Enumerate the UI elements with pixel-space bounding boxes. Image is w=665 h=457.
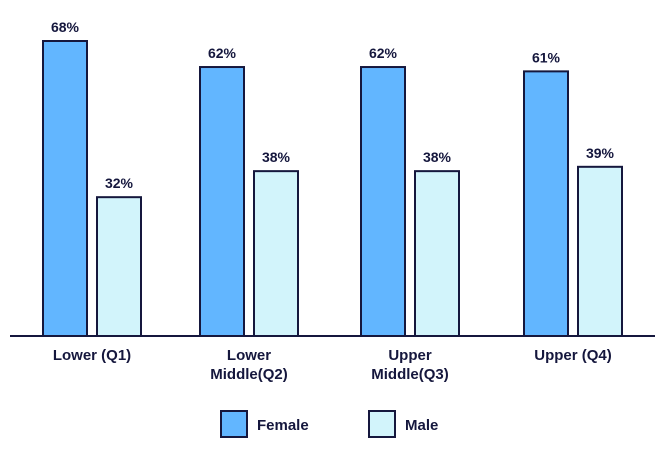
- legend-label-female: Female: [257, 417, 309, 434]
- value-label-male-1: 32%: [105, 175, 134, 191]
- legend-swatch-male: [368, 410, 396, 438]
- bar-female-3: [360, 66, 406, 337]
- bar-male-4: [577, 165, 623, 337]
- bar-male-1: [96, 196, 142, 337]
- legend-swatch-female: [220, 410, 248, 438]
- value-label-female-1: 68%: [51, 19, 80, 35]
- bar-female-1: [42, 40, 88, 337]
- category-label-1: Lower (Q1): [53, 347, 131, 364]
- value-labels-layer: 68% 32% 62% 38% 62% 38% 61% 39%: [51, 19, 615, 191]
- bars-layer: [42, 40, 623, 337]
- bar-female-4: [523, 70, 569, 337]
- bar-female-2: [199, 66, 245, 337]
- bar-male-3: [414, 170, 460, 337]
- value-label-male-4: 39%: [586, 145, 615, 161]
- category-labels-layer: Lower (Q1) Lower Middle(Q2) Upper Middle(Q3)…: [53, 347, 612, 383]
- value-label-male-2: 38%: [262, 149, 291, 165]
- category-label-4: Upper (Q4): [534, 347, 612, 364]
- value-label-male-3: 38%: [423, 149, 452, 165]
- legend: Female Male: [220, 410, 438, 438]
- category-label-3: Upper Middle(Q3): [371, 347, 449, 383]
- value-label-female-2: 62%: [208, 45, 237, 61]
- value-label-female-3: 62%: [369, 45, 398, 61]
- bar-male-2: [253, 170, 299, 337]
- legend-label-male: Male: [405, 417, 438, 434]
- value-label-female-4: 61%: [532, 49, 561, 65]
- category-label-2: Lower Middle(Q2): [210, 347, 288, 383]
